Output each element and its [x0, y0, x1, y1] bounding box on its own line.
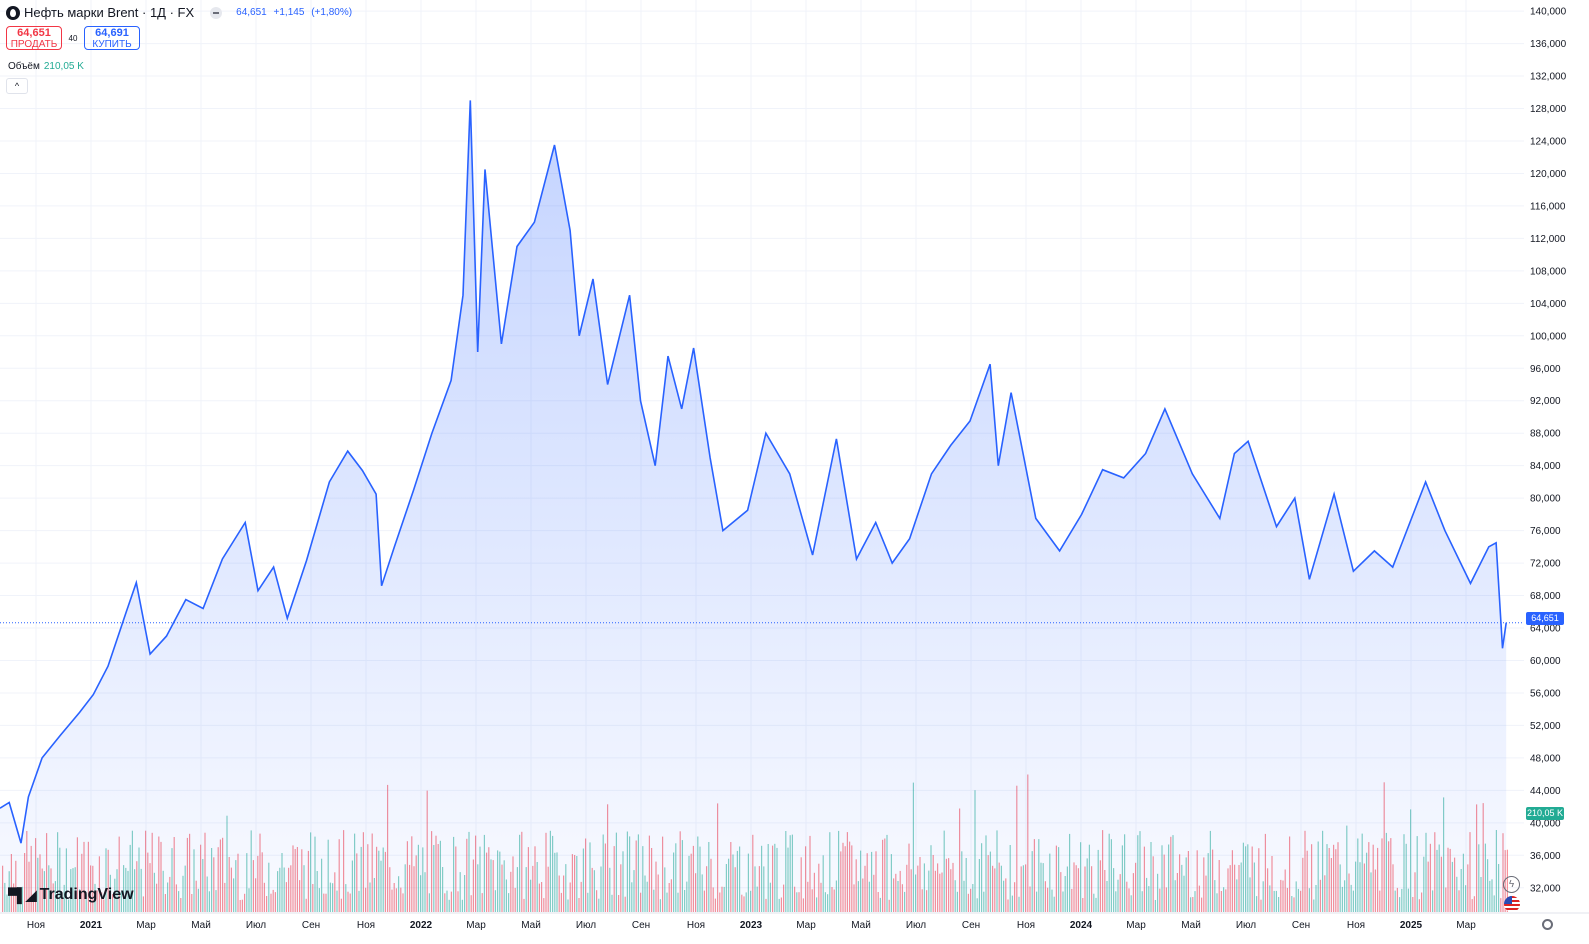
minimize-icon[interactable] — [210, 6, 223, 19]
buy-price: 64,691 — [95, 27, 129, 39]
x-tick-label: Ноя — [27, 920, 45, 931]
x-tick-label: Июл — [906, 920, 926, 931]
y-tick-label: 40,000 — [1530, 818, 1561, 829]
x-tick-label: Май — [1181, 920, 1201, 931]
oil-drop-icon — [6, 5, 20, 20]
y-tick-label: 32,000 — [1530, 883, 1561, 894]
y-tick-label: 124,000 — [1530, 136, 1567, 147]
x-tick-label: 2022 — [410, 920, 433, 931]
volume-legend[interactable]: Объём 210,05 K — [8, 61, 84, 72]
x-tick-label: Сен — [1292, 920, 1310, 931]
y-tick-label: 60,000 — [1530, 656, 1561, 667]
x-tick-label: 2024 — [1070, 920, 1093, 931]
y-tick-label: 68,000 — [1530, 591, 1561, 602]
tv-logo-icon: ▀▌◢ — [8, 886, 37, 903]
x-tick-label: Май — [191, 920, 211, 931]
tradingview-logo[interactable]: ▀▌◢ TradingView — [8, 886, 134, 904]
x-tick-label: Мар — [466, 920, 486, 931]
x-tick-label: Сен — [962, 920, 980, 931]
y-axis: 32,000 36,000 40,000 44,000 48,000 52,000 56,0… — [1530, 7, 1567, 895]
x-tick-label: Июл — [246, 920, 266, 931]
y-tick-label: 84,000 — [1530, 461, 1561, 472]
quote-line: 64,651 +1,145 (+1,80%) — [236, 7, 356, 18]
x-tick-label: Май — [851, 920, 871, 931]
x-tick-label: Ноя — [687, 920, 705, 931]
last-price: 64,651 — [236, 7, 267, 18]
price-line — [0, 100, 1507, 844]
y-tick-label: 44,000 — [1530, 786, 1561, 797]
volume-tag: 210,05 K — [1526, 807, 1564, 820]
buy-label: КУПИТЬ — [92, 39, 132, 50]
y-tick-label: 80,000 — [1530, 494, 1561, 505]
y-tick-label: 104,000 — [1530, 299, 1567, 310]
y-tick-label: 120,000 — [1530, 169, 1567, 180]
x-tick-label: Июл — [1236, 920, 1256, 931]
x-axis: Ноя 2021 Мар Май Июл Сен Ноя 2022 Мар Май Июл Сен Но… — [27, 920, 1476, 931]
us-flag-icon[interactable] — [1504, 896, 1520, 912]
x-tick-label: 2021 — [80, 920, 103, 931]
y-tick-label: 36,000 — [1530, 851, 1561, 862]
x-tick-label: Сен — [302, 920, 320, 931]
y-tick-label: 56,000 — [1530, 688, 1561, 699]
change-percent: (+1,80%) — [311, 7, 353, 18]
y-tick-label: 136,000 — [1530, 39, 1567, 50]
x-tick-label: Мар — [1456, 920, 1476, 931]
symbol-title[interactable]: Нефть марки Brent · 1Д · FX — [24, 5, 195, 20]
buy-button[interactable]: 64,691 КУПИТЬ — [84, 26, 140, 50]
chevron-up-icon[interactable]: ^ — [6, 78, 28, 94]
y-tick-label: 88,000 — [1530, 429, 1561, 440]
y-tick-label: 140,000 — [1530, 7, 1567, 18]
y-tick-label: 64,000 — [1530, 624, 1561, 635]
last-price-tag: 64,651 — [1526, 612, 1564, 625]
y-tick-label: 92,000 — [1530, 396, 1561, 407]
change-value: +1,145 — [273, 7, 305, 18]
chart-header: Нефть марки Brent · 1Д · FX 64,651 +1,14… — [6, 5, 356, 20]
sell-button[interactable]: 64,651 ПРОДАТЬ — [6, 26, 62, 50]
trade-panel: 64,651 ПРОДАТЬ 40 64,691 КУПИТЬ — [6, 26, 140, 50]
spread-value: 40 — [68, 33, 78, 43]
y-tick-label: 52,000 — [1530, 721, 1561, 732]
x-tick-label: 2023 — [740, 920, 763, 931]
volume-label: Объём — [8, 61, 40, 72]
x-tick-label: Мар — [136, 920, 156, 931]
y-tick-label: 128,000 — [1530, 104, 1567, 115]
x-tick-label: Сен — [632, 920, 650, 931]
lightning-icon[interactable]: ϟ — [1503, 876, 1520, 893]
x-tick-label: Мар — [796, 920, 816, 931]
x-tick-label: Май — [521, 920, 541, 931]
y-tick-label: 116,000 — [1530, 201, 1566, 212]
x-tick-label: Ноя — [1347, 920, 1365, 931]
sell-label: ПРОДАТЬ — [10, 39, 58, 50]
y-tick-label: 76,000 — [1530, 526, 1561, 537]
y-tick-label: 132,000 — [1530, 72, 1567, 83]
x-tick-label: 2025 — [1400, 920, 1423, 931]
x-tick-label: Ноя — [357, 920, 375, 931]
brand-name: TradingView — [39, 886, 134, 903]
x-tick-label: Ноя — [1017, 920, 1035, 931]
y-tick-label: 112,000 — [1530, 234, 1566, 245]
x-tick-label: Мар — [1126, 920, 1146, 931]
y-tick-label: 100,000 — [1530, 331, 1567, 342]
volume-value: 210,05 K — [43, 61, 84, 72]
price-area-fill — [0, 100, 1507, 912]
sell-price: 64,651 — [17, 27, 51, 39]
y-tick-label: 72,000 — [1530, 559, 1561, 570]
y-tick-label: 96,000 — [1530, 364, 1561, 375]
y-tick-label: 48,000 — [1530, 753, 1561, 764]
gear-icon[interactable] — [1542, 919, 1553, 930]
y-tick-label: 108,000 — [1530, 266, 1567, 277]
x-tick-label: Июл — [576, 920, 596, 931]
